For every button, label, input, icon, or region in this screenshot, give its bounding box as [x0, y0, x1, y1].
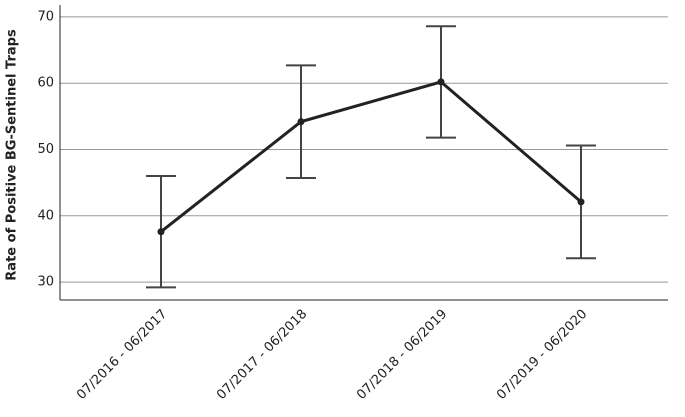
- x-tick-label: 07/2019 - 06/2020: [494, 307, 590, 403]
- y-axis-label: Rate of Positive BG-Sentinel Traps: [5, 29, 20, 281]
- y-tick-label: 60: [37, 76, 54, 91]
- x-tick-label: 07/2016 - 06/2017: [74, 307, 170, 403]
- point: [437, 78, 445, 86]
- point: [297, 118, 305, 126]
- x-tick-label: 07/2017 - 06/2018: [214, 307, 310, 403]
- y-tick-label: 50: [37, 142, 54, 157]
- line: [160, 80, 582, 233]
- x-tick-label: 07/2018 - 06/2019: [354, 307, 450, 403]
- y-tick-label: 70: [37, 9, 54, 24]
- y-tick-label: 40: [37, 208, 54, 223]
- point: [577, 198, 585, 206]
- y-tick-label: 30: [37, 275, 54, 290]
- point: [157, 228, 165, 236]
